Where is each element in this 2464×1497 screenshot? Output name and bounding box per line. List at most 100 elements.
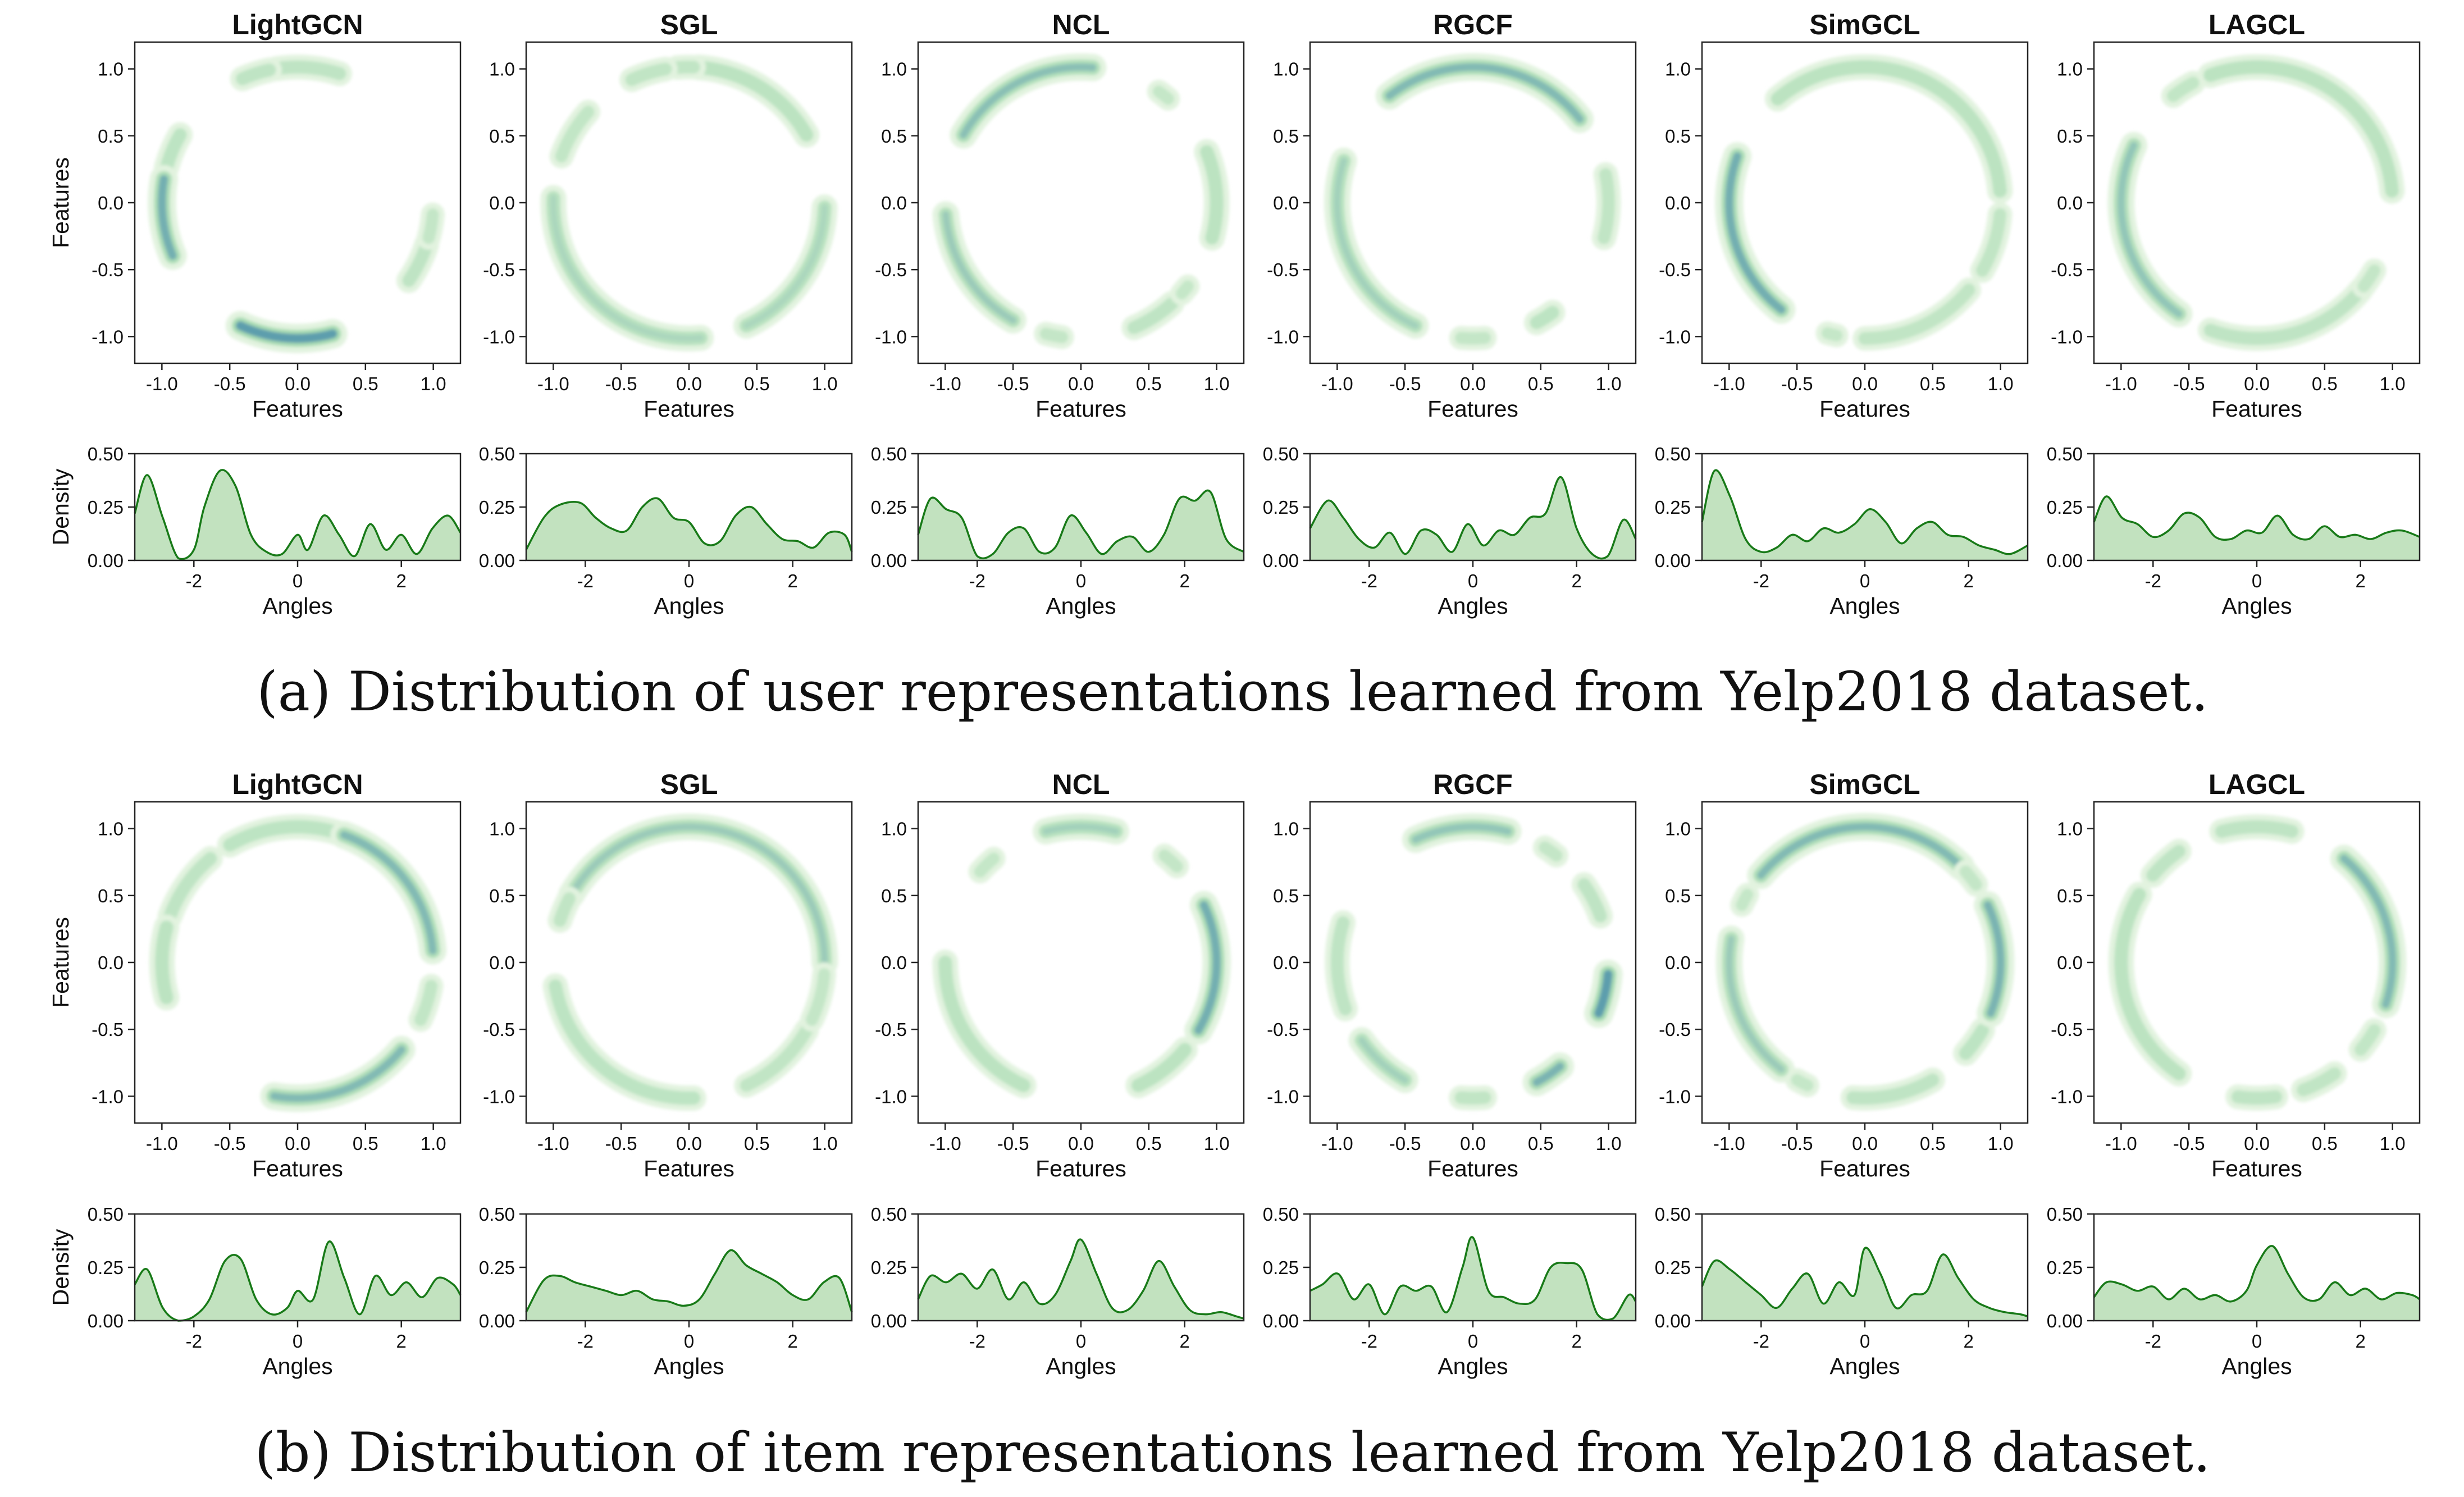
kde-ring-mid <box>2357 264 2381 293</box>
x-tick-label: -2 <box>1753 570 1769 591</box>
kde-ring-mid <box>691 60 814 142</box>
x-tick-label: -0.5 <box>2173 1133 2205 1154</box>
kde-ring-mid <box>546 191 708 346</box>
y-tick-label: 0.5 <box>881 886 907 906</box>
y-tick-label: 0.00 <box>88 1311 124 1331</box>
x-tick-label: 1.0 <box>1988 373 2014 394</box>
kde-ring-core <box>1726 935 1785 1073</box>
y-tick-label: 0.00 <box>2047 1311 2083 1331</box>
density-area <box>1702 1248 2028 1321</box>
y-tick-label: -0.5 <box>1267 259 1299 280</box>
y-tick-label: 1.0 <box>1273 59 1299 80</box>
y-tick-label: -1.0 <box>1267 1086 1299 1107</box>
kde-ring-mid <box>564 819 832 970</box>
x-tick-label: -0.5 <box>1781 373 1813 394</box>
subplot-a-kde1d-2: -2 0 2 0.00 0.25 0.50 Angles <box>871 444 1245 619</box>
y-tick-label: 0.50 <box>479 1204 515 1225</box>
subplot-b-kde2d-0: LightGCN -1.0 -0.5 0.0 0.5 1.0 -1.0 -0.5 0.0 0.5 1… <box>48 769 462 1181</box>
x-axis-label: Angles <box>1438 1353 1508 1379</box>
density-line <box>2093 1245 2420 1303</box>
kde-blobs <box>540 54 838 352</box>
x-tick-label: 2 <box>1572 570 1582 591</box>
y-tick-label: 0.50 <box>88 1204 124 1225</box>
y-tick-label: -1.0 <box>1267 326 1299 347</box>
x-tick-label: -0.5 <box>605 1133 637 1154</box>
kde-blobs <box>149 814 447 1112</box>
y-tick-label: 0.25 <box>479 1257 515 1278</box>
y-tick-label: -1.0 <box>92 326 124 347</box>
y-tick-label: -0.5 <box>2051 259 2083 280</box>
x-tick-label: 0 <box>1076 570 1086 591</box>
y-tick-label: 1.0 <box>2057 59 2083 80</box>
y-tick-label: 0.50 <box>2047 444 2083 464</box>
subplot-title: SimGCL <box>1809 9 1920 40</box>
subplot-b-kde2d-3: RGCF -1.0 -0.5 0.0 0.5 1.0 -1.0 -0.5 0.0 0.5 1.0 Fe… <box>1267 769 1637 1181</box>
x-tick-label: -0.5 <box>1389 1133 1421 1154</box>
kde-ring-mid <box>1771 60 2007 198</box>
kde-blobs <box>1325 813 1623 1111</box>
subplot-title: SGL <box>660 769 718 800</box>
kde-ring-mid <box>1539 841 1563 862</box>
x-axis-label: Angles <box>2221 593 2292 619</box>
y-tick-label: 0.0 <box>1273 193 1299 213</box>
x-axis-label: Angles <box>1829 1353 1900 1379</box>
kde-ring-mid <box>555 106 595 163</box>
x-tick-label: -1.0 <box>537 1133 569 1154</box>
x-axis-label: Angles <box>262 1353 332 1379</box>
y-tick-label: 0.25 <box>871 1257 907 1278</box>
density-line <box>134 469 462 560</box>
x-tick-label: 1.0 <box>421 373 446 394</box>
y-tick-label: -1.0 <box>1659 326 1691 347</box>
y-tick-label: 0.0 <box>2057 193 2083 213</box>
subplot-a-kde1d-3: -2 0 2 0.00 0.25 0.50 Angles <box>1263 444 1637 619</box>
y-tick-label: -1.0 <box>1659 1086 1691 1107</box>
x-tick-label: 2 <box>788 1331 798 1352</box>
x-axis-label: Features <box>1427 396 1518 422</box>
x-tick-label: -1.0 <box>146 1133 178 1154</box>
x-tick-label: 0 <box>1468 570 1478 591</box>
subplot-title: LAGCL <box>2209 9 2305 40</box>
subplot-a-kde1d-0: -2 0 2 0.00 0.25 0.50 Angles Density <box>48 444 462 619</box>
kde-ring-mid <box>2166 76 2200 102</box>
x-tick-label: 0 <box>293 1331 303 1352</box>
axes-frame <box>525 41 853 364</box>
y-tick-label: -1.0 <box>92 1086 124 1107</box>
x-tick-label: 0.0 <box>285 373 311 394</box>
x-tick-label: 0.0 <box>2244 373 2270 394</box>
axes-frame <box>1309 41 1637 364</box>
y-tick-label: -1.0 <box>875 326 907 347</box>
density-line <box>134 1240 462 1322</box>
x-tick-label: 1.0 <box>1988 1133 2014 1154</box>
density-area <box>526 498 852 560</box>
y-tick-label: 1.0 <box>1273 819 1299 839</box>
kde-ring-mid <box>235 63 276 85</box>
y-tick-label: 0.50 <box>88 444 124 464</box>
y-tick-label: -0.5 <box>92 1019 124 1040</box>
kde-ring-mid <box>2203 60 2399 198</box>
x-tick-label: 0 <box>2252 1331 2262 1352</box>
kde-ring-mid <box>1158 849 1183 873</box>
kde-ring-core <box>1042 823 1120 835</box>
x-axis-label: Features <box>252 1156 343 1181</box>
x-tick-label: -2 <box>186 1331 202 1352</box>
y-tick-label: 0.0 <box>98 952 124 973</box>
kde-ring-mid <box>1791 1074 1814 1092</box>
x-tick-label: 2 <box>1180 1331 1190 1352</box>
x-axis-label: Angles <box>262 593 332 619</box>
kde-ring-core <box>1194 901 1221 1035</box>
x-tick-label: 0.5 <box>744 1133 770 1154</box>
kde-ring-mid <box>625 62 672 86</box>
kde-ring-mid <box>553 892 576 927</box>
subplot-a-kde2d-5: LAGCL -1.0 -0.5 0.0 0.5 1.0 -1.0 -0.5 0.0 0.5 1.0 F… <box>2051 9 2421 422</box>
x-tick-label: 0.5 <box>1136 1133 1162 1154</box>
density-area <box>918 1239 1244 1321</box>
kde-ring-core <box>1358 1037 1408 1084</box>
kde-ring-mid <box>1127 296 1179 335</box>
kde-ring-mid <box>402 238 434 287</box>
kde-ring-mid <box>1131 1043 1192 1093</box>
x-tick-label: 2 <box>2356 570 2366 591</box>
x-axis-label: Angles <box>1829 593 1900 619</box>
density-line <box>1309 476 1637 560</box>
x-tick-label: -2 <box>969 1331 985 1352</box>
